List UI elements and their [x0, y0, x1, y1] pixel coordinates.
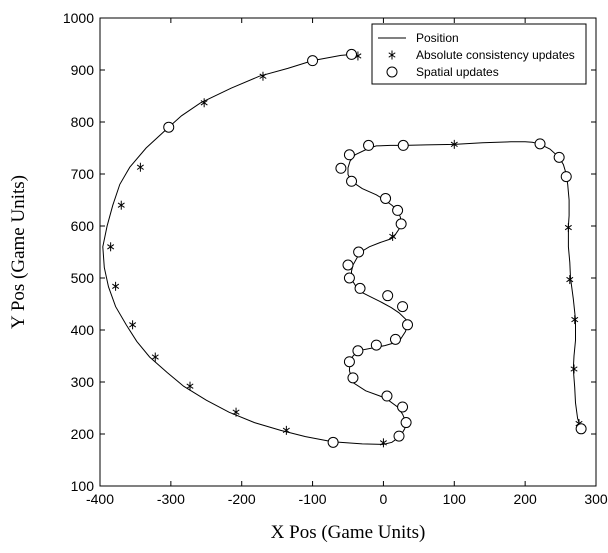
y-tick-label: 900	[71, 62, 95, 78]
absolute-update-marker	[282, 425, 290, 435]
spatial-update-marker	[382, 290, 394, 302]
spatial-update-marker	[534, 138, 546, 150]
absolute-update-marker	[107, 242, 115, 252]
spatial-update-marker	[363, 139, 375, 151]
absolute-update-marker	[571, 315, 579, 325]
y-tick-label: 200	[71, 426, 95, 442]
legend-label: Absolute consistency updates	[416, 48, 575, 62]
spatial-update-marker	[553, 151, 565, 163]
spatial-update-marker	[389, 333, 401, 345]
plot-frame	[99, 17, 597, 487]
y-tick-label: 700	[71, 166, 95, 182]
absolute-update-marker	[112, 281, 120, 291]
spatial-update-marker	[327, 436, 339, 448]
absolute-update-marker	[389, 231, 397, 241]
y-tick-label: 600	[71, 218, 95, 234]
absolute-update-marker	[186, 381, 194, 391]
spatial-update-marker	[307, 55, 319, 67]
spatial-update-marker	[575, 423, 587, 435]
x-tick-label: -100	[299, 491, 327, 507]
spatial-update-marker	[346, 175, 358, 187]
absolute-update-marker	[564, 223, 572, 233]
y-tick-label: 500	[71, 270, 95, 286]
axis-ticks-group: -400 -300 -200 -100 0 100 200 300 100 200 300 400 50…	[63, 10, 608, 507]
spatial-update-marker	[343, 272, 355, 284]
spatial-update-marker	[354, 282, 366, 294]
series-group	[102, 48, 587, 448]
spatial-update-marker	[560, 171, 572, 183]
spatial-update-marker	[397, 401, 409, 413]
absolute-update-marker	[232, 407, 240, 417]
spatial-update-marker	[393, 430, 405, 442]
spatial-update-marker	[400, 417, 412, 429]
series-line-position	[102, 53, 582, 445]
y-tick-label: 800	[71, 114, 95, 130]
spatial-update-marker	[347, 372, 359, 384]
spatial-update-marker	[342, 259, 354, 271]
absolute-update-marker	[151, 352, 159, 362]
spatial-update-marker	[397, 301, 409, 313]
legend: Position Absolute consistency updates Spat…	[371, 23, 587, 85]
x-tick-label: -400	[86, 491, 114, 507]
y-tick-label: 300	[71, 374, 95, 390]
absolute-update-marker	[117, 200, 125, 210]
absolute-update-marker	[129, 320, 137, 330]
spatial-update-marker	[353, 246, 365, 258]
x-tick-label: 200	[513, 491, 537, 507]
legend-box	[371, 23, 587, 85]
spatial-update-marker	[395, 218, 407, 230]
y-tick-label: 100	[71, 478, 95, 494]
spatial-update-marker	[346, 48, 358, 60]
x-tick-label: 100	[443, 491, 467, 507]
x-tick-label: 0	[380, 491, 388, 507]
absolute-update-marker	[200, 98, 208, 108]
absolute-update-marker	[450, 139, 458, 149]
y-tick-label: 400	[71, 322, 95, 338]
y-tick-label: 1000	[63, 10, 94, 26]
absolute-update-marker	[570, 364, 578, 374]
spatial-update-marker	[370, 339, 382, 351]
x-tick-label: -200	[228, 491, 256, 507]
absolute-update-marker	[379, 438, 387, 448]
spatial-update-marker	[343, 149, 355, 161]
spatial-update-marker	[335, 162, 347, 174]
absolute-update-marker	[566, 275, 574, 285]
spatial-update-marker	[343, 356, 355, 368]
y-axis-title: Y Pos (Game Units)	[8, 175, 29, 329]
spatial-update-marker	[380, 192, 392, 204]
spatial-update-marker	[352, 345, 364, 357]
x-axis-title: X Pos (Game Units)	[271, 522, 426, 543]
legend-label: Spatial updates	[416, 65, 499, 79]
spatial-update-marker	[392, 204, 404, 216]
plot-frame-group	[99, 17, 597, 487]
spatial-update-marker	[397, 139, 409, 151]
legend-label: Position	[416, 31, 459, 45]
x-tick-label: -300	[157, 491, 185, 507]
spatial-update-marker	[381, 390, 393, 402]
legend-circle-swatch	[386, 66, 398, 78]
spatial-update-marker	[163, 121, 175, 133]
absolute-update-marker	[136, 162, 144, 172]
spatial-update-marker	[402, 319, 414, 331]
absolute-update-marker	[259, 71, 267, 81]
legend-asterisk-swatch	[388, 50, 396, 60]
x-tick-label: 300	[584, 491, 608, 507]
